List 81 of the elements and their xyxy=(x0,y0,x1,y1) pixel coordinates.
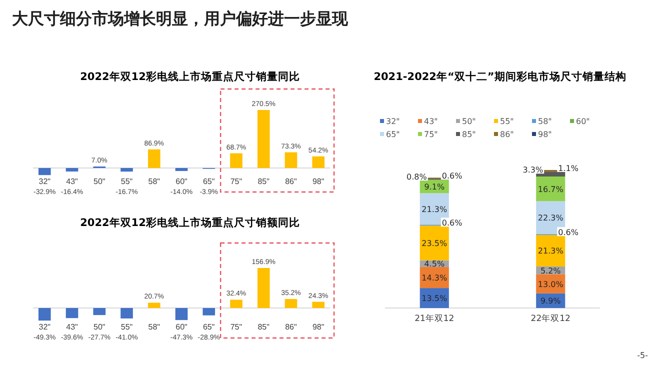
x-tick-label: 43" xyxy=(66,177,78,186)
x-tick-label: 75" xyxy=(230,322,242,332)
bar xyxy=(536,235,566,266)
text: -5- xyxy=(637,351,648,360)
data-label: 22.3% xyxy=(538,214,564,223)
x-tick-label: 98" xyxy=(312,177,324,186)
bar xyxy=(175,168,188,171)
bar xyxy=(312,156,325,168)
data-label: 0.6% xyxy=(442,172,463,181)
text: 大尺寸细分市场增长明显，用户偏好进一步显现 xyxy=(12,9,349,28)
bar xyxy=(93,308,106,316)
data-label: 0.8% xyxy=(406,172,428,182)
legend-label: 58" xyxy=(538,117,552,126)
legend-label: 32" xyxy=(386,117,400,126)
data-label: 9.9% xyxy=(540,296,562,306)
x-tick-label: 58" xyxy=(148,322,160,332)
bar xyxy=(230,153,242,168)
bar xyxy=(420,226,449,260)
legend-label: 43" xyxy=(424,117,438,126)
bar xyxy=(148,302,160,308)
bar xyxy=(175,308,188,320)
bar xyxy=(120,168,133,172)
legend-label: 86" xyxy=(500,130,514,139)
x-tick-label: 32" xyxy=(38,177,51,186)
x-tick-label: 86" xyxy=(285,177,298,186)
bar xyxy=(536,176,566,202)
chart-title: 2021-2022年“双十二”期间彩电市场尺寸销量结构 xyxy=(374,70,626,83)
x-tick-label: 60" xyxy=(176,322,188,332)
bar xyxy=(38,168,51,176)
data-label: 21.3% xyxy=(538,246,564,256)
bar xyxy=(257,110,270,168)
legend-label: 65" xyxy=(386,130,400,139)
x-tick-label: 50" xyxy=(94,322,106,332)
bar xyxy=(257,268,270,308)
legend-label: 55" xyxy=(500,117,514,126)
chart-title: 2022年双12彩电线上市场重点尺寸销额同比 xyxy=(80,216,300,229)
data-label: 0.6% xyxy=(442,218,463,228)
x-tick-label: 50" xyxy=(94,177,106,186)
data-label: 14.3% xyxy=(422,273,448,282)
x-tick-label: 60" xyxy=(176,177,188,186)
x-tick-label: 65" xyxy=(203,322,215,332)
bar xyxy=(202,308,216,316)
data-label: 3.3% xyxy=(522,166,544,175)
data-label: 13.0% xyxy=(538,280,564,289)
bar xyxy=(120,308,133,318)
x-tick-label: 21年双12 xyxy=(414,313,454,324)
data-label: 1.1% xyxy=(558,164,579,173)
x-tick-label: 55" xyxy=(120,177,133,186)
bar xyxy=(284,152,298,168)
x-tick-label: 86" xyxy=(285,322,298,332)
bar xyxy=(148,149,160,168)
data-label: 0.6% xyxy=(558,228,579,238)
x-tick-label: 22年双12 xyxy=(530,313,570,324)
bar xyxy=(66,308,78,318)
x-tick-label: 58" xyxy=(148,177,160,186)
data-label: 21.3% xyxy=(422,204,448,214)
legend-label: 60" xyxy=(576,117,590,126)
bar xyxy=(284,299,298,308)
x-tick-label: 85" xyxy=(258,177,270,186)
x-tick-label: 55" xyxy=(120,322,133,332)
bar xyxy=(312,302,325,308)
legend-label: 85" xyxy=(462,130,476,139)
data-label: 16.7% xyxy=(538,184,564,194)
bar xyxy=(66,168,78,172)
x-tick-label: 98" xyxy=(312,322,324,332)
chart-title: 2022年双12彩电线上市场重点尺寸销量同比 xyxy=(80,70,300,83)
legend-label: 75" xyxy=(424,130,438,139)
data-label: 23.5% xyxy=(422,238,448,248)
data-label: 13.5% xyxy=(422,294,448,304)
data-label: 5.2% xyxy=(540,266,562,276)
x-tick-label: 65" xyxy=(203,177,215,186)
data-label: 4.5% xyxy=(424,260,445,269)
data-label: 9.1% xyxy=(424,182,445,192)
x-tick-label: 75" xyxy=(230,177,242,186)
legend-label: 50" xyxy=(462,117,476,126)
x-tick-label: 32" xyxy=(38,322,51,332)
x-tick-label: 43" xyxy=(66,322,78,332)
x-tick-label: 85" xyxy=(258,322,270,332)
legend-label: 98" xyxy=(538,130,552,139)
bar xyxy=(38,308,51,321)
bar xyxy=(230,300,242,308)
